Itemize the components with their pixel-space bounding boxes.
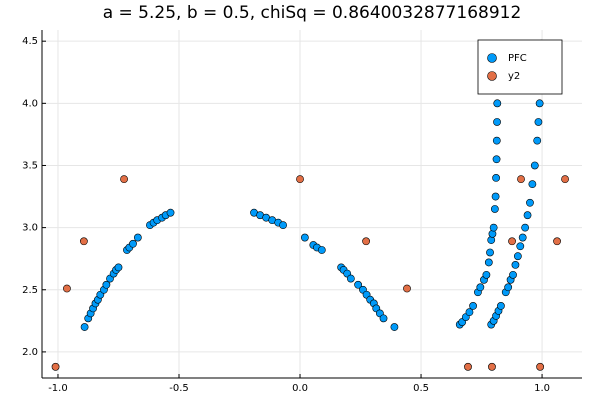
point [533, 136, 542, 145]
point [379, 314, 388, 323]
legend-label: y2 [508, 71, 520, 82]
y-tick-label: 3.0 [22, 223, 38, 234]
point [521, 223, 530, 232]
point [114, 263, 123, 272]
point [296, 175, 304, 184]
point [528, 180, 537, 189]
point [493, 99, 502, 108]
y-tick-label: 4.5 [22, 36, 38, 47]
point [561, 175, 569, 184]
point [513, 252, 522, 261]
point [390, 323, 399, 331]
point [490, 205, 499, 213]
point [517, 175, 525, 184]
x-tick-label: -0.5 [169, 383, 189, 394]
point [346, 274, 355, 283]
point [482, 270, 491, 279]
point [523, 211, 532, 220]
point [469, 302, 477, 310]
point [493, 118, 501, 126]
point [508, 237, 516, 246]
point [553, 237, 561, 246]
point [492, 173, 500, 182]
point [300, 233, 309, 242]
point [511, 260, 520, 269]
point [129, 239, 137, 248]
legend-label: PFC [508, 53, 527, 64]
point [509, 270, 517, 279]
point [80, 323, 89, 331]
point [465, 308, 474, 317]
point [166, 208, 175, 217]
point [534, 118, 543, 126]
point [464, 362, 472, 371]
point [120, 175, 128, 184]
point [497, 302, 505, 310]
point [530, 161, 539, 170]
point [489, 223, 498, 232]
point [492, 136, 501, 145]
point [516, 242, 525, 251]
point [63, 284, 71, 293]
y-tick-label: 2.5 [22, 285, 38, 296]
y-tick-label: 2.0 [22, 347, 38, 358]
point [535, 99, 544, 108]
y-tick-label: 3.5 [22, 160, 38, 171]
point [354, 280, 363, 289]
point [491, 192, 500, 201]
point [279, 221, 287, 230]
x-tick-label: 0.5 [413, 383, 429, 394]
x-tick-label: 1.0 [534, 383, 550, 394]
point [403, 284, 411, 293]
point [79, 237, 88, 246]
point [492, 155, 501, 164]
point [536, 362, 545, 371]
x-tick-label: 0.0 [292, 383, 308, 394]
point [518, 233, 527, 242]
point [504, 283, 513, 292]
point [486, 248, 494, 257]
legend-box [477, 39, 563, 95]
legend-marker [487, 53, 497, 63]
chart-title: a = 5.25, b = 0.5, chiSq = 0.86400328771… [103, 3, 522, 23]
legend-marker [487, 71, 497, 81]
point [317, 246, 326, 254]
point [133, 233, 142, 242]
point [51, 362, 60, 371]
point [362, 237, 370, 246]
point [484, 258, 493, 267]
y-tick-label: 4.0 [22, 98, 38, 109]
point [526, 198, 534, 207]
point [102, 280, 111, 289]
point [476, 283, 485, 292]
x-tick-label: -1.0 [48, 383, 68, 394]
point [488, 362, 496, 371]
